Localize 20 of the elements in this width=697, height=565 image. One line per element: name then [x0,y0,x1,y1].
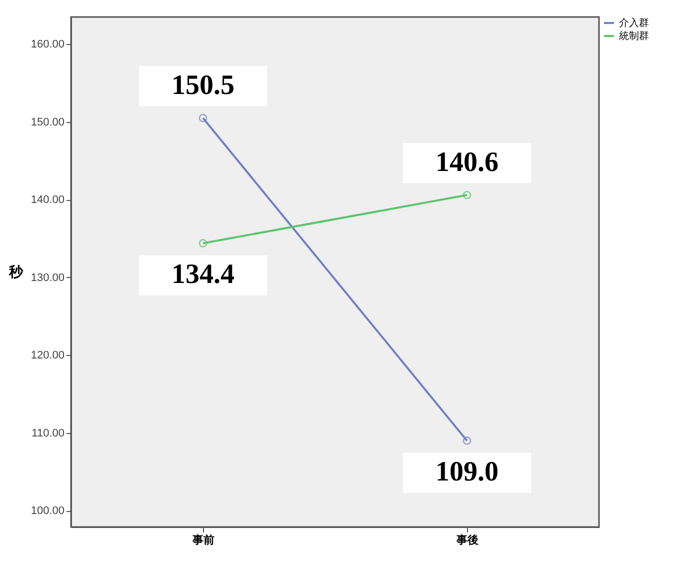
point [462,436,472,445]
point [198,239,208,248]
data-label: 140.6 [436,147,498,178]
point [462,190,472,200]
y-tick-label: 110.00 [32,427,64,440]
legend-label: 統制群 [619,30,649,42]
point [198,114,208,122]
x-tick-label: 事後 [456,534,478,546]
data-label: 150.5 [172,70,234,102]
x-tick-label: 事前 [192,534,214,546]
y-tick-label: 100.00 [30,505,64,518]
y-tick-label: 120.00 [30,350,64,362]
y-axis-title: 秒 [8,264,24,280]
legend-label: 介入群 [619,17,649,29]
y-tick-label: 140.00 [30,194,64,206]
data-label: 134.4 [172,259,234,290]
data-label: 109.0 [436,456,498,488]
y-tick-label: 150.00 [30,116,64,128]
y-tick-label: 130.00 [30,272,64,284]
y-tick-label: 160.00 [30,38,64,51]
